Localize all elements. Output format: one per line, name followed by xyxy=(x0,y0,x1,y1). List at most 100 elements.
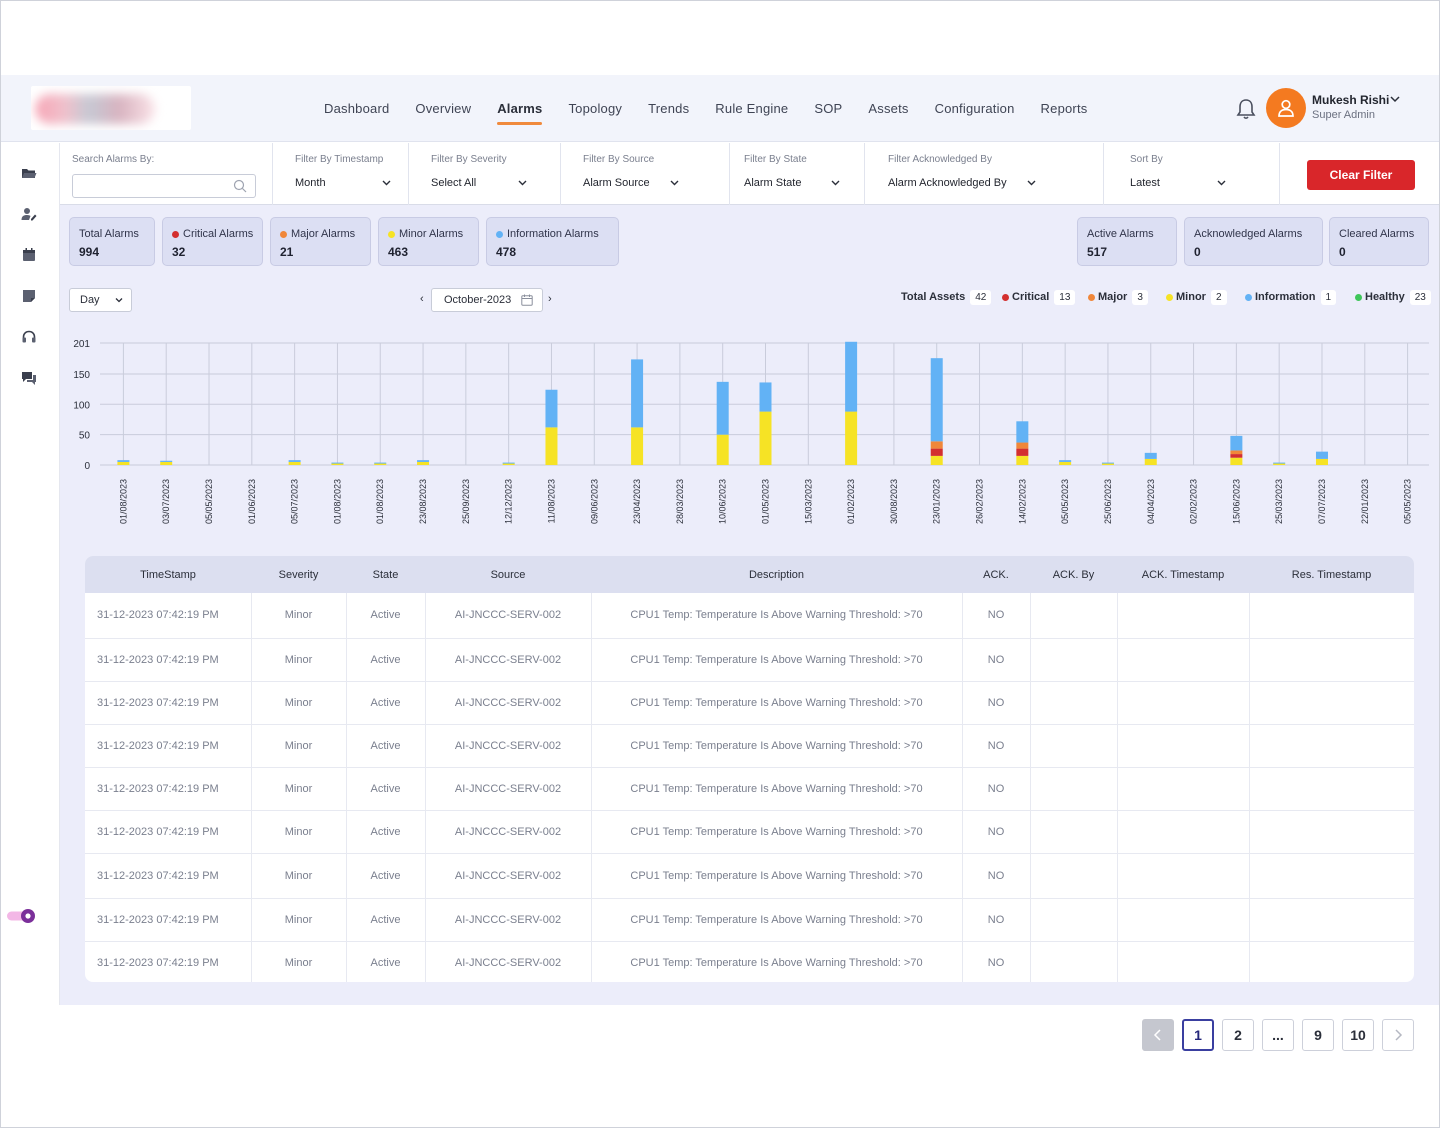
severity-cell: Minor xyxy=(251,593,347,639)
table-row[interactable]: 31-12-2023 07:42:19 PM Minor Active AI-JNCC… xyxy=(85,810,1414,854)
ack-timestamp-cell xyxy=(1117,898,1250,942)
page-button[interactable]: 10 xyxy=(1342,1019,1374,1051)
acknowledged-filter[interactable]: Filter Acknowledged By Alarm Acknowledge… xyxy=(865,143,1104,205)
stat-cleared-alarms[interactable]: Cleared Alarms 0 xyxy=(1329,217,1429,266)
severity-filter[interactable]: Filter By Severity Select All xyxy=(409,143,561,205)
user-name[interactable]: Mukesh Rishi xyxy=(1312,93,1390,107)
alarms-table: TimeStamp Severity State Source Descript… xyxy=(85,556,1414,982)
nav-topology[interactable]: Topology xyxy=(568,101,623,116)
chevron-down-icon[interactable] xyxy=(518,179,527,186)
ack-timestamp-cell xyxy=(1117,638,1250,682)
headset-icon[interactable] xyxy=(21,329,37,345)
search-icon[interactable] xyxy=(233,179,247,193)
severity-cell: Minor xyxy=(251,767,347,811)
asset-legend: Total Assets 42 Critical 13 Major 3 Mino… xyxy=(60,286,1439,308)
table-row[interactable]: 31-12-2023 07:42:19 PM Minor Active AI-JNCC… xyxy=(85,767,1414,811)
timestamp-filter-value[interactable]: Month xyxy=(295,177,326,189)
chevron-down-icon[interactable] xyxy=(831,179,840,186)
next-page-button[interactable] xyxy=(1382,1019,1414,1051)
column-header[interactable]: Severity xyxy=(278,568,319,581)
search-input[interactable] xyxy=(72,174,256,198)
state-filter[interactable]: Filter By State Alarm State xyxy=(730,143,865,205)
folder-icon[interactable] xyxy=(21,165,37,181)
table-row[interactable]: 31-12-2023 07:42:19 PM Minor Active AI-JNCC… xyxy=(85,853,1414,899)
column-header[interactable]: ACK. xyxy=(983,568,1009,581)
clear-filter-button[interactable]: Clear Filter xyxy=(1307,160,1415,190)
table-row[interactable]: 31-12-2023 07:42:19 PM Minor Active AI-JNCC… xyxy=(85,941,1414,982)
column-header[interactable]: ACK. Timestamp xyxy=(1141,568,1225,581)
column-header[interactable]: Source xyxy=(490,568,526,581)
severity-cell: Minor xyxy=(251,681,347,725)
table-row[interactable]: 31-12-2023 07:42:19 PM Minor Active AI-JNCC… xyxy=(85,593,1414,639)
legend-label: Total Assets xyxy=(901,291,966,303)
x-tick-label: 01/08/2023 xyxy=(332,479,342,524)
acknowledged-filter-value[interactable]: Alarm Acknowledged By xyxy=(888,177,1007,189)
company-logo[interactable] xyxy=(31,86,191,130)
nav-overview[interactable]: Overview xyxy=(415,101,472,116)
sort-filter-value[interactable]: Latest xyxy=(1130,177,1160,189)
ack-by-cell xyxy=(1030,724,1118,768)
table-row[interactable]: 31-12-2023 07:42:19 PM Minor Active AI-JNCC… xyxy=(85,681,1414,725)
timestamp-filter[interactable]: Filter By Timestamp Month xyxy=(273,143,409,205)
column-header[interactable]: TimeStamp xyxy=(140,568,196,581)
column-header[interactable]: State xyxy=(372,568,399,581)
stat-information-alarms[interactable]: Information Alarms 478 xyxy=(486,217,619,266)
user-avatar[interactable] xyxy=(1266,88,1306,128)
chevron-down-icon[interactable] xyxy=(1027,179,1036,186)
stat-active-alarms[interactable]: Active Alarms 517 xyxy=(1077,217,1177,266)
note-icon[interactable] xyxy=(21,288,37,304)
user-edit-icon[interactable] xyxy=(21,206,37,222)
chat-icon[interactable] xyxy=(21,370,37,386)
nav-reports[interactable]: Reports xyxy=(1040,101,1088,116)
theme-toggle[interactable] xyxy=(7,909,37,923)
column-header[interactable]: ACK. By xyxy=(1052,568,1095,581)
source-filter-value[interactable]: Alarm Source xyxy=(583,177,650,189)
period-select[interactable]: Day xyxy=(69,288,132,312)
nav-alarms[interactable]: Alarms xyxy=(497,101,543,125)
page-button[interactable]: 2 xyxy=(1222,1019,1254,1051)
stat-minor-alarms[interactable]: Minor Alarms 463 xyxy=(378,217,479,266)
x-tick-label: 26/02/2023 xyxy=(975,479,985,524)
pagination: 1 2 ... 9 10 xyxy=(0,1019,1440,1051)
page-button[interactable]: 1 xyxy=(1182,1019,1214,1051)
column-header[interactable]: Res. Timestamp xyxy=(1291,568,1372,581)
stat-label: Critical Alarms xyxy=(183,228,254,240)
nav-dashboard[interactable]: Dashboard xyxy=(324,101,390,116)
bell-icon[interactable] xyxy=(1235,97,1257,121)
next-month-button[interactable]: › xyxy=(548,293,552,305)
chart-bar-information xyxy=(545,389,558,428)
previous-page-button[interactable] xyxy=(1142,1019,1174,1051)
calendar-icon[interactable] xyxy=(21,247,37,263)
description-cell: CPU1 Temp: Temperature Is Above Warning … xyxy=(591,593,963,639)
chart-bar-minor xyxy=(631,427,644,465)
source-filter[interactable]: Filter By Source Alarm Source xyxy=(561,143,730,205)
sort-filter[interactable]: Sort By Latest xyxy=(1104,143,1280,205)
legend-count: 13 xyxy=(1054,289,1076,305)
stat-total-alarms[interactable]: Total Alarms 994 xyxy=(69,217,155,266)
nav-configuration[interactable]: Configuration xyxy=(934,101,1015,116)
chevron-down-icon[interactable] xyxy=(1217,179,1226,186)
chevron-down-icon[interactable] xyxy=(1390,95,1400,103)
chevron-down-icon[interactable] xyxy=(382,179,391,186)
table-row[interactable]: 31-12-2023 07:42:19 PM Minor Active AI-JNCC… xyxy=(85,898,1414,942)
nav-trends[interactable]: Trends xyxy=(648,101,690,116)
stat-major-alarms[interactable]: Major Alarms 21 xyxy=(270,217,371,266)
chevron-down-icon[interactable] xyxy=(670,179,679,186)
table-row[interactable]: 31-12-2023 07:42:19 PM Minor Active AI-JNCC… xyxy=(85,724,1414,768)
page-button[interactable]: 9 xyxy=(1302,1019,1334,1051)
stat-critical-alarms[interactable]: Critical Alarms 32 xyxy=(162,217,263,266)
nav-sop[interactable]: SOP xyxy=(814,101,843,116)
res-timestamp-cell xyxy=(1249,810,1414,854)
severity-filter-value[interactable]: Select All xyxy=(431,177,477,189)
table-row[interactable]: 31-12-2023 07:42:19 PM Minor Active AI-JNCC… xyxy=(85,638,1414,682)
nav-rule-engine[interactable]: Rule Engine xyxy=(715,101,789,116)
stat-acknowledged-alarms[interactable]: Acknowledged Alarms 0 xyxy=(1184,217,1323,266)
state-filter-value[interactable]: Alarm State xyxy=(744,177,802,189)
nav-assets[interactable]: Assets xyxy=(868,101,909,116)
previous-month-button[interactable]: ‹ xyxy=(420,293,424,305)
stat-value: 478 xyxy=(496,245,517,259)
page-ellipsis[interactable]: ... xyxy=(1262,1019,1294,1051)
month-picker[interactable]: October-2023 xyxy=(431,288,543,312)
column-header[interactable]: Description xyxy=(748,568,805,581)
calendar-icon[interactable] xyxy=(521,294,533,306)
